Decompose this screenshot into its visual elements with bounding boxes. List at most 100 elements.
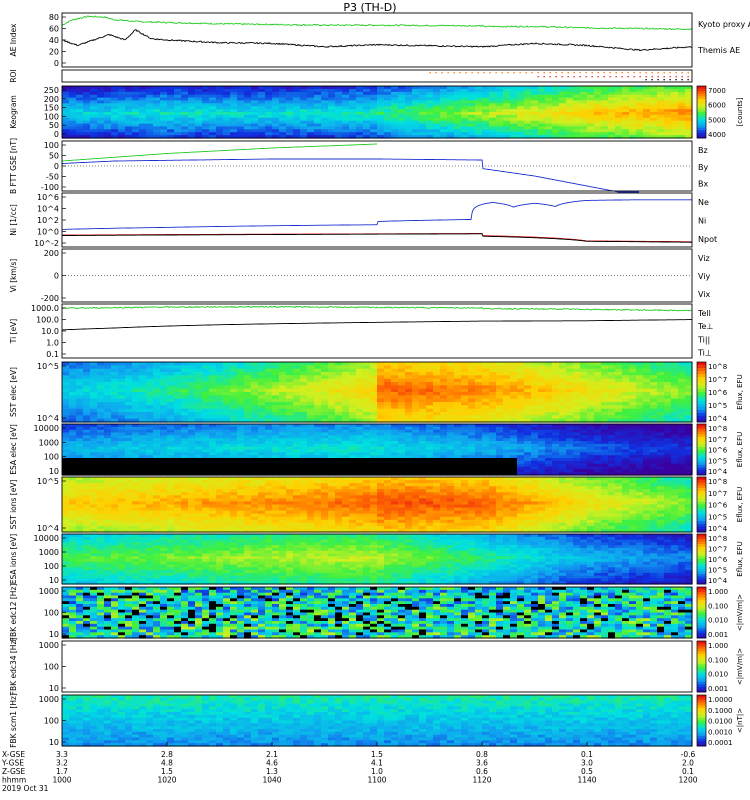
heatmap-cell — [76, 460, 84, 465]
heatmap-cell — [118, 362, 126, 366]
heatmap-cell — [181, 426, 189, 431]
heatmap-cell — [552, 432, 560, 436]
heatmap-cell — [510, 463, 518, 468]
heatmap-cell — [223, 120, 231, 125]
heatmap-cell — [545, 455, 553, 459]
heatmap-cell — [545, 460, 553, 465]
heatmap-cell — [391, 405, 399, 410]
heatmap-cell — [482, 132, 490, 136]
heatmap-cell — [230, 109, 238, 113]
heatmap-cell — [160, 117, 168, 122]
heatmap-cell — [139, 106, 147, 110]
panel-frame — [61, 303, 693, 359]
heatmap-cell — [83, 415, 91, 420]
heatmap-cell — [594, 408, 602, 413]
heatmap-cell — [657, 415, 665, 420]
heatmap-cell — [608, 378, 616, 383]
heatmap-cell — [426, 97, 434, 102]
heatmap-cell — [643, 382, 651, 386]
heatmap-cell — [629, 88, 637, 93]
heatmap-cell — [244, 424, 252, 428]
heatmap-cell — [258, 469, 266, 473]
heatmap-cell — [643, 426, 651, 431]
heatmap-cell — [125, 408, 133, 413]
colorbar-swatch — [697, 383, 706, 387]
heatmap-cell — [76, 368, 84, 373]
heatmap-cell — [300, 382, 308, 386]
heatmap-cell — [160, 112, 168, 116]
heatmap-cell — [69, 372, 77, 376]
heatmap-cell — [531, 395, 539, 400]
heatmap-cell — [650, 385, 658, 390]
heatmap-cell — [405, 426, 413, 431]
heatmap-cell — [286, 435, 294, 439]
heatmap-cell — [671, 94, 679, 99]
heatmap-cell — [97, 388, 105, 393]
heatmap-cell — [454, 415, 462, 420]
heatmap-cell — [482, 120, 490, 125]
heatmap-cell — [370, 129, 378, 133]
heatmap-cell — [552, 91, 560, 96]
heatmap-cell — [636, 385, 644, 390]
heatmap-cell — [321, 112, 329, 116]
heatmap-cell — [398, 372, 406, 376]
heatmap-cell — [209, 91, 217, 96]
heatmap-cell — [601, 466, 609, 470]
heatmap-cell — [111, 135, 119, 139]
heatmap-cell — [90, 458, 98, 462]
heatmap-cell — [377, 408, 385, 413]
heatmap-cell — [482, 135, 490, 139]
heatmap-cell — [258, 455, 266, 459]
heatmap-cell — [426, 135, 434, 139]
heatmap-cell — [279, 129, 287, 133]
heatmap-cell — [398, 392, 406, 396]
heatmap-cell — [440, 426, 448, 431]
heatmap-cell — [643, 103, 651, 107]
heatmap-cell — [531, 123, 539, 128]
heatmap-cell — [426, 412, 434, 416]
heatmap-cell — [419, 365, 427, 370]
heatmap-cell — [440, 443, 448, 448]
heatmap-cell — [209, 100, 217, 104]
heatmap-cell — [62, 388, 70, 393]
heatmap-cell — [517, 463, 525, 468]
heatmap-cell — [328, 112, 336, 116]
heatmap-cell — [608, 446, 616, 451]
heatmap-cell — [209, 408, 217, 413]
heatmap-cell — [307, 106, 315, 110]
heatmap-cell — [293, 424, 301, 428]
heatmap-cell — [496, 88, 504, 93]
heatmap-cell — [433, 418, 441, 423]
heatmap-cell — [342, 382, 350, 386]
heatmap-cell — [398, 412, 406, 416]
roi-flag — [621, 72, 623, 74]
heatmap-cell — [167, 408, 175, 413]
heatmap-cell — [153, 441, 161, 445]
heatmap-cell — [202, 372, 210, 376]
heatmap-cell — [433, 365, 441, 370]
heatmap-cell — [433, 368, 441, 373]
heatmap-cell — [160, 415, 168, 420]
heatmap-cell — [496, 100, 504, 104]
roi-flag — [675, 76, 677, 78]
heatmap-cell — [545, 418, 553, 423]
heatmap-cell — [293, 415, 301, 420]
heatmap-cell — [580, 441, 588, 445]
heatmap-cell — [342, 435, 350, 439]
heatmap-cell — [657, 392, 665, 396]
heatmap-cell — [307, 112, 315, 116]
heatmap-cell — [174, 463, 182, 468]
heatmap-cell — [104, 365, 112, 370]
heatmap-cell — [398, 135, 406, 139]
heatmap-cell — [629, 114, 637, 119]
heatmap-cell — [251, 372, 259, 376]
heatmap-cell — [167, 117, 175, 122]
heatmap-cell — [552, 408, 560, 413]
heatmap-cell — [461, 395, 469, 400]
heatmap-cell — [510, 114, 518, 119]
heatmap-cell — [181, 432, 189, 436]
heatmap-cell — [181, 114, 189, 119]
heatmap-cell — [524, 388, 532, 393]
heatmap-cell — [405, 438, 413, 442]
heatmap-cell — [580, 123, 588, 128]
